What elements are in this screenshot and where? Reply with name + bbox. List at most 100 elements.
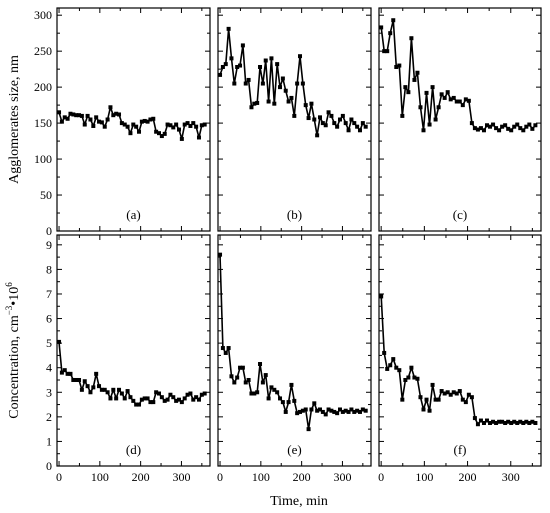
data-point [154,390,159,395]
data-point [385,366,390,371]
data-point [298,409,303,414]
data-point [68,371,73,376]
data-point [415,376,420,381]
data-point [82,122,87,127]
data-point [289,382,294,387]
data-point [418,105,423,110]
y-tick-label: 0 [46,459,52,473]
data-point [442,95,447,100]
data-point [309,407,314,412]
data-point [148,117,153,122]
data-point [421,407,426,412]
x-tick-label: 100 [252,470,270,484]
data-point [151,400,156,405]
data-point [65,116,70,121]
y-tick-label: 0 [46,224,52,238]
data-point [418,395,423,400]
data-point [527,420,532,425]
data-point [77,113,82,118]
data-point [266,396,271,401]
data-point [403,377,408,382]
data-point [391,357,396,362]
data-point [309,101,314,106]
data-point [82,379,87,384]
x-tick-label: 100 [91,470,109,484]
y-tick-label: 3 [46,385,52,399]
data-point [533,123,538,128]
data-point [263,58,268,63]
data-point [125,124,130,129]
data-point [134,124,139,129]
data-point [360,407,365,412]
data-point [220,64,225,69]
data-point [491,122,496,127]
data-point [436,397,441,402]
data-point [218,72,223,77]
data-point [292,113,297,118]
x-tick-label: 0 [217,470,223,484]
data-point [326,110,331,115]
y-tick-label: 2 [46,410,52,424]
data-point [97,384,102,389]
data-point [326,407,331,412]
data-point [128,131,133,136]
data-point [379,25,384,30]
data-point [125,389,130,394]
data-point [258,64,263,69]
data-point [454,99,459,104]
data-point [320,409,325,414]
data-point [165,397,170,402]
data-point [131,122,136,127]
data-point [235,64,240,69]
data-point [220,346,225,351]
data-point [102,124,107,129]
data-point [194,124,199,129]
data-point [530,419,535,424]
data-point [427,408,432,413]
data-point [466,392,471,397]
data-point [59,119,64,124]
data-point [527,122,532,127]
data-point [137,402,142,407]
data-point [74,113,79,118]
data-point [497,128,502,133]
data-point [65,371,70,376]
data-point [122,122,127,127]
panel-label: (b) [287,207,302,222]
data-point [232,81,237,86]
panel-label: (d) [126,442,141,457]
panel-label: (e) [287,442,301,457]
data-point [148,400,153,405]
series-line [219,254,367,430]
data-point [179,136,184,141]
data-point [275,390,280,395]
data-point [142,396,147,401]
data-point [229,56,234,61]
data-point [340,113,345,118]
panel-frame [378,7,542,232]
data-point [280,76,285,81]
x-tick-label: 300 [333,470,351,484]
data-point [300,81,305,86]
data-point [162,131,167,136]
data-point [74,377,79,382]
data-point [448,392,453,397]
y-tick-label: 100 [34,152,52,166]
data-point [320,121,325,126]
data-point [391,18,396,23]
y-tick-label: 7 [46,287,52,301]
data-point [202,391,207,396]
data-point [415,70,420,75]
data-point [385,49,390,54]
data-point [278,396,283,401]
data-point [363,124,368,129]
data-point [436,105,441,110]
data-point [352,121,357,126]
data-point [111,113,116,118]
data-point [445,90,450,95]
data-point [258,362,263,367]
data-point [226,26,231,31]
data-point [71,377,76,382]
data-point [400,113,405,118]
data-point [171,395,176,400]
